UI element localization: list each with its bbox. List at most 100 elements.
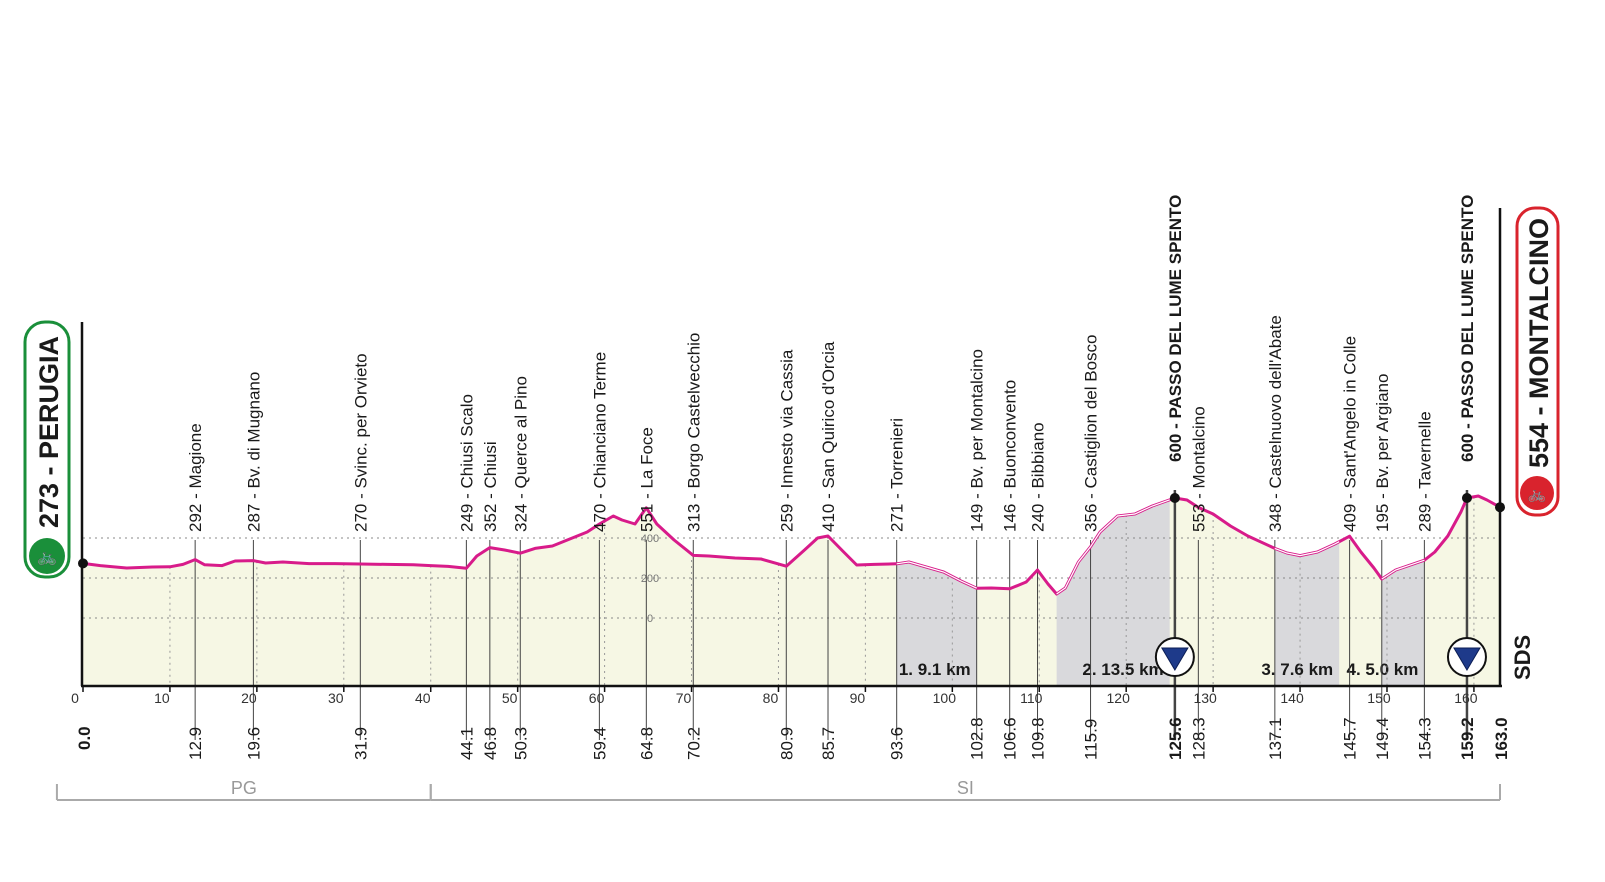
altitude-grid-layer: 0 200 400 [83,496,1500,686]
waypoint-km-label: 93.6 [888,727,907,760]
waypoint-label: 553 - Montalcino [1189,406,1208,532]
waypoint-label: 313 - Borgo Castelvecchio [684,333,703,532]
waypoint-km-label: 31.9 [351,727,370,760]
gpm-marker-triangle [1453,647,1481,671]
waypoint-km-label: 128.3 [1189,717,1208,760]
waypoint-km-label: 80.9 [777,727,796,760]
waypoint-label: 289 - Tavernelle [1415,411,1434,532]
start-finish-layer: 🚲 273 - PERUGIA 🚲 554 - MONTALCINO SDS [23,206,1560,680]
gpm-marker-triangle [1160,647,1189,671]
waypoint-km-label: 85.7 [819,727,838,760]
altitude-tick-label: 400 [641,533,659,545]
waypoint-label: 348 - Castelnuovo dell'Abate [1266,315,1285,532]
waypoint-label: 287 - Bv. di Mugnano [244,372,263,532]
km-tick-label: 140 [1280,690,1304,706]
waypoint-label: 551 - La Foce [637,427,656,532]
km-tick-label: 40 [415,690,431,706]
province-layer: PG SI [55,778,1501,801]
province-label: SI [957,778,974,798]
km-tick-label: 160 [1454,690,1478,706]
waypoint-label: 146 - Buonconvento [1001,380,1020,532]
gravel-sector-layer: 1. 9.1 km 2. 13.5 km 3. 7.6 km 4. 5.0 km [896,499,1425,686]
waypoint-label: 292 - Magione [186,423,205,532]
finish-km-label: 163.0 [1492,717,1511,760]
km-tick-label: 90 [850,690,866,706]
km-tick-label: 80 [763,690,779,706]
gravel-sector-label: 4. 5.0 km [1347,660,1419,679]
waypoint-km-label: 106.6 [1001,717,1020,760]
waypoint-label: 600 - PASSO DEL LUME SPENTO [1458,195,1477,462]
start-box [23,320,71,579]
waypoint-km-label: 50.3 [511,727,530,760]
waypoint-km-label: 70.2 [684,727,703,760]
waypoint-km-label: 159.2 [1458,717,1477,760]
start-cyclist-icon [29,538,65,574]
waypoint-km-label: 12.9 [186,727,205,760]
gravel-sector [896,562,977,686]
km-tick-label: 10 [154,690,170,706]
km-tick-label: 60 [589,690,605,706]
km-tick-label: 120 [1107,690,1131,706]
waypoint-km-label: 44.1 [457,727,476,760]
gravel-profile-line [1274,541,1340,557]
waypoint-label-layer: 292 - Magione 287 - Bv. di Mugnano 270 - S… [186,195,1477,532]
gpm-marker-icon [1154,637,1195,677]
waypoint-km-layer: 0.0 12.9 19.6 31.9 44.1 46.8 50.3 59.4 64.8 70.2 8… [75,717,1511,760]
waypoint-label: 356 - Castiglion del Bosco [1082,334,1101,532]
gravel-sector [1056,499,1170,686]
km-tick-label: 100 [933,690,957,706]
km-tick-label: 0 [71,690,79,706]
gravel-profile-line [1056,499,1170,595]
gravel-profile-line [1381,559,1425,580]
waypoint-label: 249 - Chiusi Scalo [457,394,476,532]
gravel-sector [1381,560,1425,686]
altitude-tick-label: 200 [641,573,659,585]
start-cyclist-glyph: 🚲 [37,549,57,566]
gpm-summit-dot [1461,493,1472,503]
waypoint-km-label: 137.1 [1266,717,1285,760]
waypoint-label: 271 - Torrenieri [888,418,907,532]
gpm-marker-icon [1446,637,1487,677]
waypoint-label: 410 - San Quirico d'Orcia [819,341,838,532]
km-tick-label: 150 [1367,690,1391,706]
gravel-sector-label: 2. 13.5 km [1082,660,1163,679]
km-tick-label: 20 [241,690,257,706]
km-tick-label: 50 [502,690,518,706]
waypoint-line-layer [194,490,1469,740]
waypoint-label: 149 - Bv. per Montalcino [968,349,987,532]
altitude-tick-label: 0 [647,613,653,625]
start-km-label: 0.0 [75,726,94,750]
gravel-sector-label: 3. 7.6 km [1261,660,1333,679]
finish-dot [1495,502,1505,513]
finish-box [1515,206,1560,517]
waypoint-km-label: 102.8 [968,717,987,760]
km-tick-label: 130 [1193,690,1217,706]
finish-cyclist-glyph: 🚲 [1528,486,1547,503]
km-tick-label: 70 [676,690,692,706]
waypoint-km-label: 64.8 [637,727,656,760]
km-tick-label: 30 [328,690,344,706]
waypoint-label: 270 - Svinc. per Orvieto [351,353,370,532]
gpm-marker-layer [1154,493,1487,677]
waypoint-km-label: 19.6 [244,727,263,760]
waypoint-km-label: 115.9 [1082,719,1101,760]
province-label: PG [231,778,257,798]
km-tick-label: 110 [1020,690,1043,706]
waypoint-label: 195 - Bv. per Argiano [1373,374,1392,532]
start-dot [78,558,88,569]
gravel-profile-line [896,561,977,589]
waypoint-label: 600 - PASSO DEL LUME SPENTO [1166,195,1185,462]
sds-logo: SDS [1510,635,1535,680]
waypoint-km-label: 109.8 [1029,717,1048,760]
waypoint-km-label: 149.4 [1373,717,1392,760]
waypoint-label: 324 - Querce al Pino [511,376,530,532]
waypoint-label: 470 - Chianciano Terme [590,352,609,532]
finish-city-label: 554 - MONTALCINO [1524,218,1554,468]
waypoint-km-label: 59.4 [590,727,609,760]
finish-cyclist-icon [1520,476,1554,510]
waypoint-km-label: 154.3 [1415,717,1434,760]
profile-line-layer [82,494,1501,596]
start-city-label: 273 - PERUGIA [34,336,64,528]
waypoint-label: 409 - Sant'Angelo in Colle [1341,336,1360,532]
